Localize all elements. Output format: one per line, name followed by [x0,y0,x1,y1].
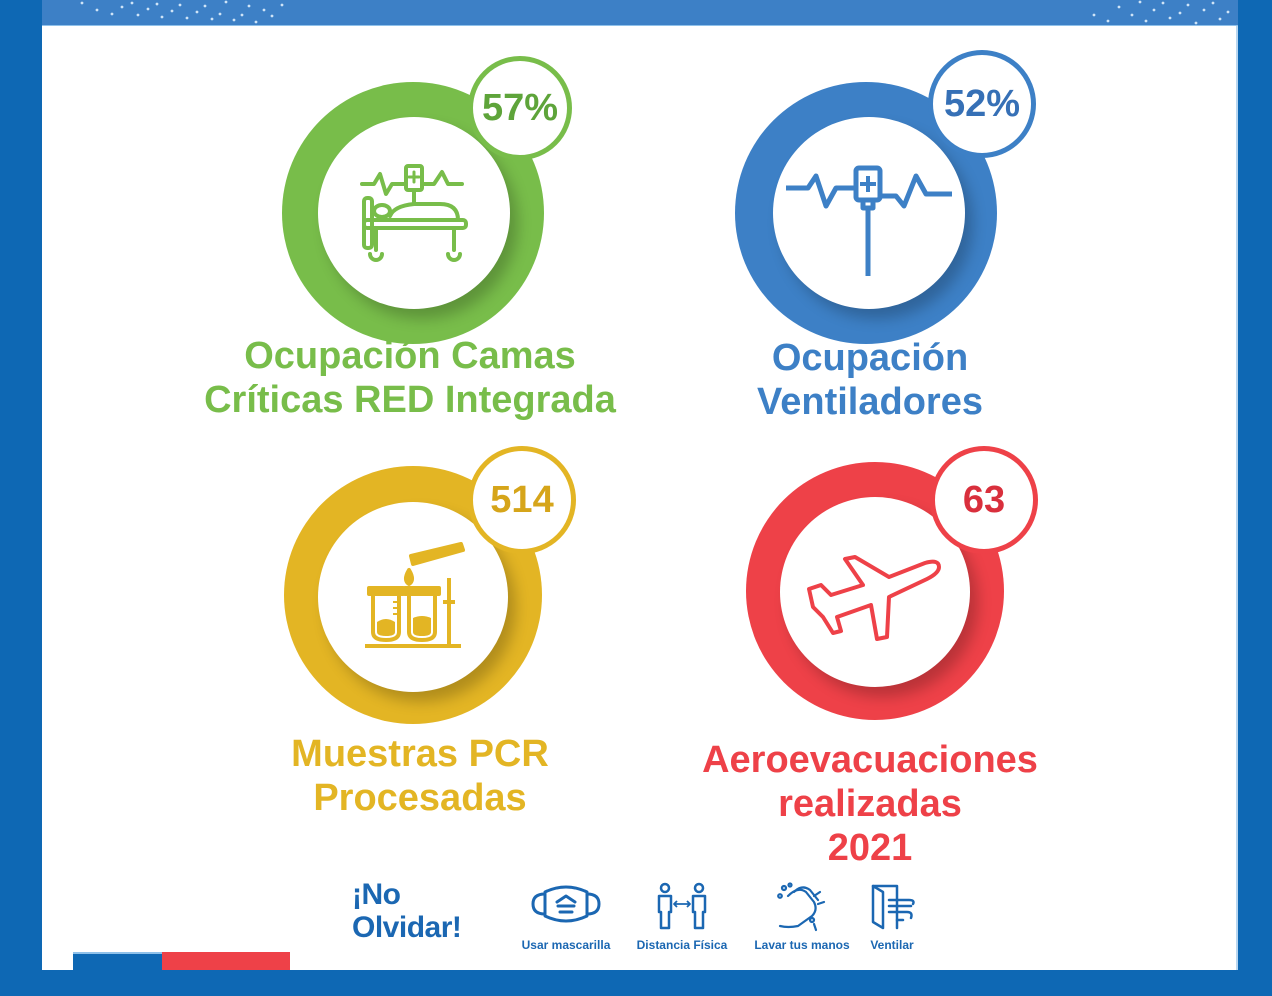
test-tubes-pipette-icon [365,542,465,648]
value-ventiladores: 52% [943,82,1021,125]
infographic-card [42,26,1238,970]
value-muestras-pcr: 514 [490,478,554,521]
decorative-dots-right [1092,0,1230,25]
tip-distancia-fisica: Distancia Física [637,882,727,952]
physical-distance-icon [657,882,707,930]
title-muestras-pcr: Muestras PCR Procesadas [291,733,549,819]
value-badge-red: 63 [930,446,1038,554]
ventilate-window-icon [871,884,915,930]
tip-label-lavar-manos: Lavar tus manos [754,938,850,952]
ring-inner-green [318,117,510,309]
ring-inner-yellow [318,502,508,692]
face-mask-icon [531,885,601,923]
decorative-dots-left [80,0,284,24]
hand-washing-icon [777,882,826,932]
tip-label-usar-mascarilla: Usar mascarilla [521,938,611,952]
ring-inner-blue [773,117,965,309]
hospital-bed-monitor-icon [360,164,468,262]
title-ventiladores: Ocupación Ventiladores [757,337,983,423]
title-camas-criticas: Ocupación Camas Críticas RED Integrada [204,335,616,421]
value-badge-green: 57% [468,56,572,160]
flag-stripe-red [162,952,290,970]
tip-label-distancia-fisica: Distancia Física [636,938,728,952]
ventilator-monitor-icon [786,165,952,276]
airplane-icon [807,555,941,641]
flag-stripe-blue [73,952,163,970]
title-aeroevacuaciones: Aeroevacuaciones realizadas 2021 [702,739,1038,869]
value-aeroevacuaciones: 63 [962,478,1006,521]
footer-title: ¡No Olvidar! [352,878,462,944]
value-badge-blue: 52% [928,50,1036,158]
value-badge-yellow: 514 [468,446,576,554]
value-camas-criticas: 57% [481,86,559,129]
top-header-band [42,0,1238,26]
tip-lavar-manos: Lavar tus manos [754,882,850,952]
tip-usar-mascarilla: Usar mascarilla [522,882,610,952]
tip-ventilar: Ventilar [867,882,917,952]
tip-label-ventilar: Ventilar [870,938,914,952]
reminder-footer: ¡No Olvidar! Usar mascarilla Distancia F… [352,878,952,958]
